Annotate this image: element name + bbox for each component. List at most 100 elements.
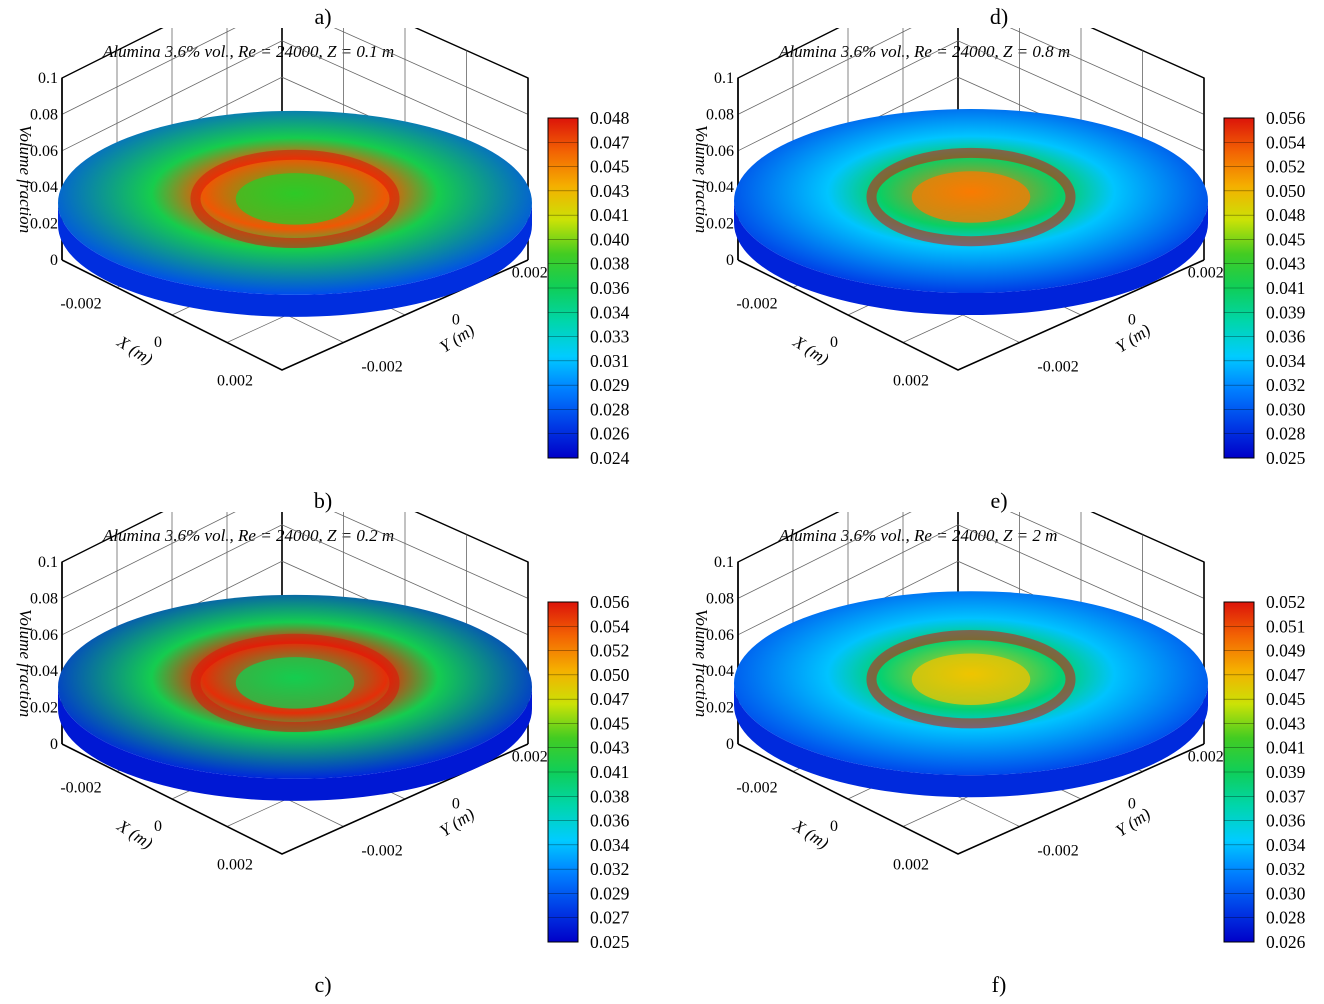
colorbar-label: 0.031 bbox=[590, 351, 629, 371]
colorbar-label: 0.048 bbox=[1266, 205, 1306, 225]
colorbar-label: 0.043 bbox=[1266, 254, 1306, 274]
colorbar-label: 0.034 bbox=[590, 302, 630, 322]
colorbar-label: 0.030 bbox=[1266, 883, 1306, 903]
colorbar-label: 0.034 bbox=[1266, 351, 1306, 371]
colorbar-label: 0.037 bbox=[1266, 786, 1306, 806]
colorbar-label: 0.026 bbox=[1266, 932, 1306, 952]
x-axis-label: X (m) bbox=[789, 815, 833, 852]
chart-title: Alumina 3.6% vol., Re = 24000, Z = 0.2 m bbox=[103, 526, 395, 545]
z-tick-label: 0.08 bbox=[30, 106, 58, 123]
colorbar-label: 0.045 bbox=[590, 713, 630, 733]
colorbar-label: 0.043 bbox=[1266, 713, 1306, 733]
z-tick-label: 0.08 bbox=[706, 590, 734, 607]
y-tick-label: 0.002 bbox=[512, 749, 548, 766]
z-tick-label: 0.02 bbox=[30, 700, 58, 717]
colorbar-label: 0.034 bbox=[590, 835, 630, 855]
colorbar-label: 0.047 bbox=[590, 689, 630, 709]
floor-front-edges bbox=[61, 743, 529, 855]
colorbar-label: 0.026 bbox=[590, 424, 630, 444]
colorbar-label: 0.052 bbox=[590, 641, 629, 661]
colorbar-label: 0.028 bbox=[1266, 908, 1306, 928]
y-tick-label: 0 bbox=[1128, 796, 1136, 813]
z-tick-label: 0.1 bbox=[38, 70, 58, 87]
panel-letter-f: f) bbox=[991, 972, 1007, 997]
colorbar-label: 0.051 bbox=[1266, 616, 1305, 636]
chart-svg: 0 0.02 0.04 0.06 0.08 0.1 Volume fraction -0.00… bbox=[692, 512, 1306, 952]
z-tick-label: 0.06 bbox=[30, 627, 58, 644]
z-tick-label: 0.02 bbox=[30, 216, 58, 233]
chart-panel-d: Alumina 3.6% vol., Re = 24000, Z = 0.8 m… bbox=[676, 28, 1324, 508]
z-axis-label: Volume fraction bbox=[692, 125, 711, 233]
floor-front-edges bbox=[737, 259, 1205, 371]
colorbar-label: 0.024 bbox=[590, 448, 630, 468]
colorbar-label: 0.041 bbox=[1266, 738, 1305, 758]
z-gridline bbox=[61, 524, 529, 636]
colorbar-label: 0.045 bbox=[590, 157, 630, 177]
x-axis-label: X (m) bbox=[113, 331, 157, 368]
colorbar-label: 0.032 bbox=[1266, 859, 1305, 879]
colorbar-label: 0.036 bbox=[590, 278, 630, 298]
z-tick-label: 0 bbox=[726, 252, 734, 269]
y-tick-label: -0.002 bbox=[361, 359, 402, 376]
surface-skirt bbox=[734, 201, 1208, 316]
colorbar-label: 0.038 bbox=[590, 254, 630, 274]
x-tick-label: 0 bbox=[154, 334, 162, 351]
colorbar-label: 0.030 bbox=[1266, 399, 1306, 419]
colorbar-label: 0.027 bbox=[590, 908, 630, 928]
z-tick-label: 0 bbox=[726, 736, 734, 753]
surface-center bbox=[235, 657, 355, 709]
z-tick-label: 0.08 bbox=[30, 590, 58, 607]
z-axis-label: Volume fraction bbox=[16, 125, 35, 233]
colorbar-label: 0.029 bbox=[590, 375, 630, 395]
panel-letter-c: c) bbox=[314, 972, 332, 997]
y-tick-label: 0.002 bbox=[1188, 265, 1224, 282]
colorbar-label: 0.040 bbox=[590, 229, 630, 249]
surface-peak-ring bbox=[190, 633, 400, 733]
y-tick-label: -0.002 bbox=[1037, 359, 1078, 376]
colorbar-label: 0.028 bbox=[1266, 424, 1306, 444]
colorbar-label: 0.048 bbox=[590, 108, 630, 128]
x-tick-label: -0.002 bbox=[736, 296, 777, 313]
z-tick-label: 0.1 bbox=[38, 554, 58, 571]
z-tick-label: 0.1 bbox=[714, 554, 734, 571]
colorbar-label: 0.047 bbox=[1266, 665, 1306, 685]
floor-front-edges bbox=[737, 743, 1205, 855]
z-tick-label: 0.08 bbox=[706, 106, 734, 123]
colorbar-label: 0.036 bbox=[1266, 811, 1306, 831]
colorbar-label: 0.029 bbox=[590, 883, 630, 903]
y-tick-label: 0 bbox=[452, 312, 460, 329]
z-gridline bbox=[61, 512, 529, 599]
panel-letter-d: d) bbox=[989, 4, 1009, 29]
z-gridline bbox=[61, 40, 529, 152]
chart-panel-b: Alumina 3.6% vol., Re = 24000, Z = 0.2 m… bbox=[0, 512, 662, 992]
colorbar-label: 0.043 bbox=[590, 738, 630, 758]
z-tick-label: 0.04 bbox=[706, 179, 734, 196]
colorbar-label: 0.041 bbox=[1266, 278, 1305, 298]
colorbar-label: 0.045 bbox=[1266, 689, 1306, 709]
colorbar-label: 0.033 bbox=[590, 327, 630, 347]
z-tick-label: 0 bbox=[50, 736, 58, 753]
z-gridline bbox=[61, 28, 529, 115]
colorbar-label: 0.050 bbox=[590, 665, 630, 685]
x-tick-label: 0 bbox=[154, 818, 162, 835]
x-tick-label: 0.002 bbox=[893, 373, 929, 390]
x-tick-label: 0.002 bbox=[217, 373, 253, 390]
z-tick-label: 0.06 bbox=[706, 143, 734, 160]
colorbar-label: 0.025 bbox=[1266, 448, 1306, 468]
z-gridline bbox=[737, 524, 1205, 636]
floor-front-edges bbox=[61, 259, 529, 371]
z-tick-label: 0.1 bbox=[714, 70, 734, 87]
chart-svg: 0 0.02 0.04 0.06 0.08 0.1 Volume fraction -0.00… bbox=[16, 512, 630, 952]
x-tick-label: -0.002 bbox=[736, 780, 777, 797]
colorbar-label: 0.039 bbox=[1266, 302, 1306, 322]
x-tick-label: 0.002 bbox=[217, 857, 253, 874]
surface-peak-ring bbox=[866, 630, 1076, 729]
z-axis-label: Volume fraction bbox=[16, 609, 35, 717]
surface-skirt bbox=[734, 683, 1208, 798]
y-tick-label: 0 bbox=[1128, 312, 1136, 329]
chart-title: Alumina 3.6% vol., Re = 24000, Z = 0.8 m bbox=[779, 42, 1071, 61]
x-axis-label: X (m) bbox=[113, 815, 157, 852]
colorbar-label: 0.025 bbox=[590, 932, 630, 952]
colorbar-label: 0.047 bbox=[590, 132, 630, 152]
colorbar-label: 0.045 bbox=[1266, 229, 1306, 249]
